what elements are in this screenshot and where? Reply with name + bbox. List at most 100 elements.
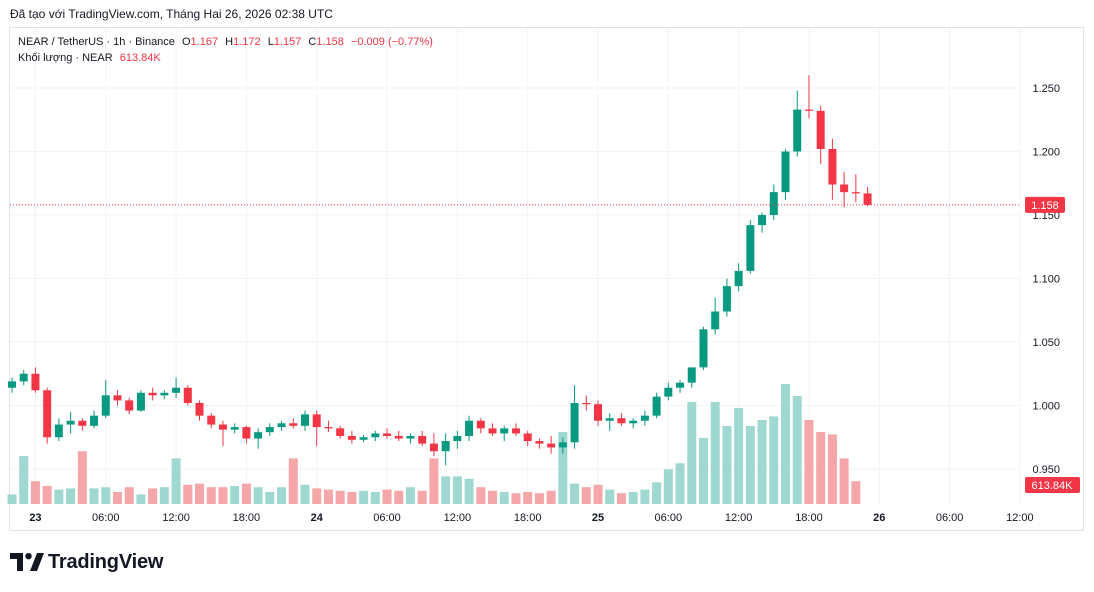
candle-body[interactable] — [429, 443, 438, 452]
volume-bar — [734, 408, 744, 504]
volume-bar — [792, 396, 802, 504]
candle-body[interactable] — [78, 420, 87, 426]
volume-bar — [675, 463, 685, 504]
candle-body[interactable] — [183, 387, 192, 403]
candle-body[interactable] — [558, 442, 567, 448]
high-label: H — [225, 36, 234, 48]
candle-body[interactable] — [406, 435, 415, 439]
candle-body[interactable] — [418, 435, 427, 444]
tradingview-logo-text: TradingView — [48, 550, 164, 573]
candle-body[interactable] — [605, 418, 614, 421]
volume-bar — [253, 487, 263, 504]
candle-body[interactable] — [301, 414, 309, 426]
candle-body[interactable] — [547, 443, 556, 448]
candle-body[interactable] — [465, 420, 474, 436]
candle-body[interactable] — [851, 192, 860, 194]
candle-body[interactable] — [828, 148, 837, 185]
candle-body[interactable] — [336, 428, 345, 436]
candle-body[interactable] — [441, 441, 450, 452]
candle-body[interactable] — [758, 215, 767, 226]
candle-body[interactable] — [218, 424, 227, 430]
candle-body[interactable] — [594, 404, 602, 421]
candle-body[interactable] — [359, 437, 368, 440]
candle-body[interactable] — [629, 420, 638, 424]
candle-body[interactable] — [277, 423, 286, 428]
time-tick-label: 18:00 — [795, 512, 823, 524]
candle-body[interactable] — [113, 395, 122, 401]
candle-body[interactable] — [66, 420, 75, 425]
candle-body[interactable] — [8, 381, 16, 388]
candle-body[interactable] — [230, 427, 239, 430]
candle-body[interactable] — [617, 418, 626, 424]
candle-body[interactable] — [312, 414, 321, 428]
time-tick-label: 12:00 — [725, 512, 753, 524]
candle-body[interactable] — [769, 192, 778, 215]
candle-body[interactable] — [711, 311, 720, 330]
volume-bar — [335, 490, 345, 504]
candle-body[interactable] — [476, 420, 485, 429]
candle-body[interactable] — [19, 373, 28, 382]
candle-body[interactable] — [371, 433, 380, 438]
candle-body[interactable] — [453, 435, 462, 442]
chart-legend: NEAR / TetherUS · 1h · Binance O1.167 H1… — [18, 34, 433, 66]
candle-body[interactable] — [804, 109, 813, 111]
candle-body[interactable] — [43, 390, 52, 438]
volume-bar — [605, 489, 615, 504]
candle-body[interactable] — [195, 402, 204, 416]
candle-body[interactable] — [523, 433, 532, 442]
time-tick-label: 24 — [311, 512, 324, 524]
candle-body[interactable] — [816, 110, 825, 149]
symbol-label[interactable]: NEAR / TetherUS · 1h · Binance — [18, 36, 175, 48]
volume-bar — [300, 484, 310, 504]
candle-body[interactable] — [254, 432, 263, 439]
candle-body[interactable] — [746, 225, 755, 271]
candle-body[interactable] — [31, 373, 40, 391]
candle-body[interactable] — [324, 427, 333, 429]
candle-body[interactable] — [125, 400, 134, 411]
candle-body[interactable] — [101, 395, 110, 416]
candle-body[interactable] — [207, 415, 216, 425]
candle-body[interactable] — [863, 193, 872, 205]
candle-body[interactable] — [383, 433, 392, 436]
volume-bar — [77, 451, 87, 504]
candle-body[interactable] — [160, 392, 169, 396]
candle-body[interactable] — [90, 415, 99, 426]
candle-body[interactable] — [148, 392, 157, 396]
candle-body[interactable] — [488, 428, 497, 434]
candle-body[interactable] — [734, 270, 743, 287]
candle-body[interactable] — [394, 435, 403, 439]
candle-body[interactable] — [840, 184, 849, 193]
candle-body[interactable] — [136, 392, 145, 411]
candle-body[interactable] — [570, 402, 579, 443]
volume-bar — [663, 469, 673, 504]
candle-body[interactable] — [640, 415, 649, 421]
candle-body[interactable] — [781, 151, 790, 193]
candle-body[interactable] — [511, 428, 520, 434]
candle-body[interactable] — [699, 329, 708, 368]
close-label: C — [308, 36, 317, 48]
candle-body[interactable] — [265, 427, 274, 433]
candle-body[interactable] — [347, 435, 356, 440]
candle-body[interactable] — [793, 109, 802, 152]
candle-body[interactable] — [289, 423, 298, 426]
candle-body[interactable] — [242, 427, 251, 439]
candle-body[interactable] — [535, 441, 544, 444]
candle-body[interactable] — [664, 387, 673, 397]
candle-body[interactable] — [722, 286, 731, 312]
candle-body[interactable] — [687, 367, 696, 383]
candle-body[interactable] — [54, 424, 63, 438]
volume-label[interactable]: Khối lượng · NEAR — [18, 52, 113, 64]
volume-bar — [722, 426, 732, 504]
volume-bar — [640, 489, 650, 504]
candle-body[interactable] — [676, 382, 685, 388]
candle-body[interactable] — [582, 402, 591, 405]
candle-body[interactable] — [652, 396, 661, 416]
tradingview-logo[interactable]: TradingView — [10, 550, 163, 574]
candle-body[interactable] — [500, 428, 509, 434]
volume-bar — [30, 481, 40, 504]
candle-body[interactable] — [172, 387, 181, 393]
volume-bar — [581, 487, 591, 504]
low-label: L — [267, 36, 274, 48]
volume-bar — [370, 492, 380, 504]
